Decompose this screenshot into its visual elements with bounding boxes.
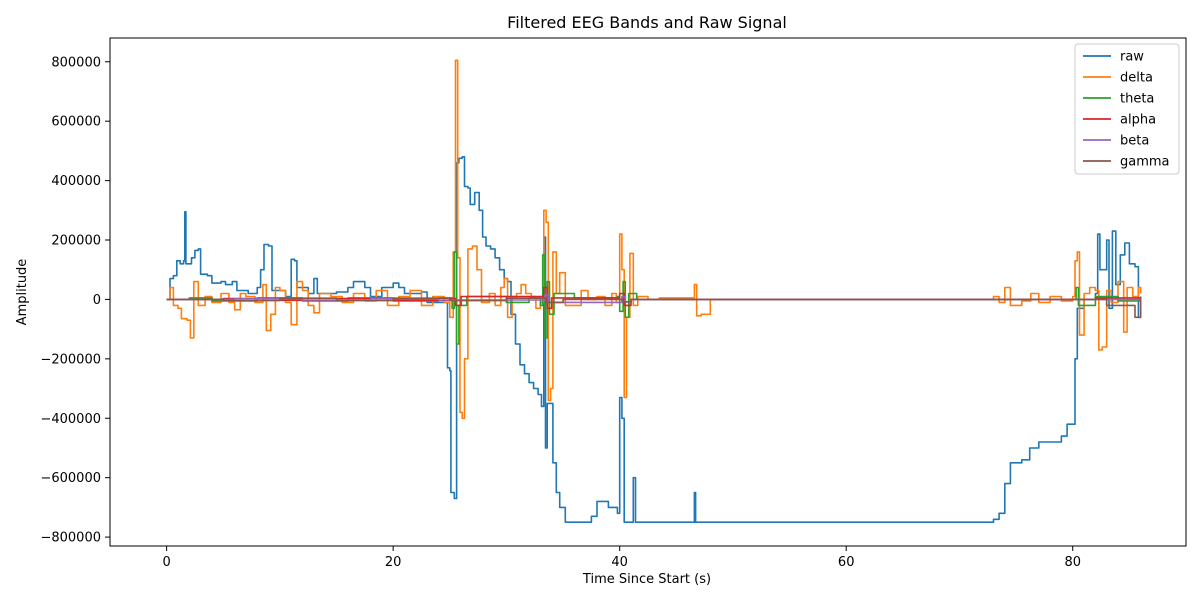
series-line-gamma (166, 297, 1142, 319)
y-tick-label: −400000 (40, 412, 101, 427)
chart-title: Filtered EEG Bands and Raw Signal (507, 13, 787, 32)
y-axis: −800000 −600000 −400000 −200000 0 200000 40000… (40, 55, 110, 546)
plot-frame (109, 37, 1187, 547)
x-tick-label: 80 (1064, 555, 1081, 570)
x-tick-label: 40 (611, 555, 628, 570)
y-tick-label: −800000 (40, 531, 101, 546)
series-line-delta (166, 59, 1142, 420)
legend-label-beta: beta (1120, 134, 1149, 149)
plot-area (109, 37, 1187, 547)
y-tick-label: 800000 (51, 55, 101, 70)
legend: raw delta theta alpha beta gamma (1074, 43, 1180, 175)
x-tick-label: 20 (385, 555, 402, 570)
y-tick-label: −600000 (40, 471, 101, 486)
legend-label-gamma: gamma (1120, 155, 1170, 170)
legend-label-raw: raw (1120, 50, 1144, 65)
series-line-raw (166, 156, 1142, 523)
y-tick-label: 200000 (51, 234, 101, 249)
series-layer (166, 59, 1142, 523)
x-axis-label: Time Since Start (s) (582, 572, 711, 587)
x-tick-label: 0 (162, 555, 170, 570)
y-tick-label: 400000 (51, 174, 101, 189)
legend-label-delta: delta (1120, 71, 1153, 86)
y-axis-label: Amplitude (15, 259, 30, 326)
y-tick-label: 600000 (51, 115, 101, 130)
legend-label-theta: theta (1120, 92, 1154, 107)
x-axis: 0 20 40 60 80 (162, 546, 1081, 570)
legend-label-alpha: alpha (1120, 113, 1156, 128)
y-tick-label: 0 (93, 293, 101, 308)
y-tick-label: −200000 (40, 352, 101, 367)
x-tick-label: 60 (838, 555, 855, 570)
